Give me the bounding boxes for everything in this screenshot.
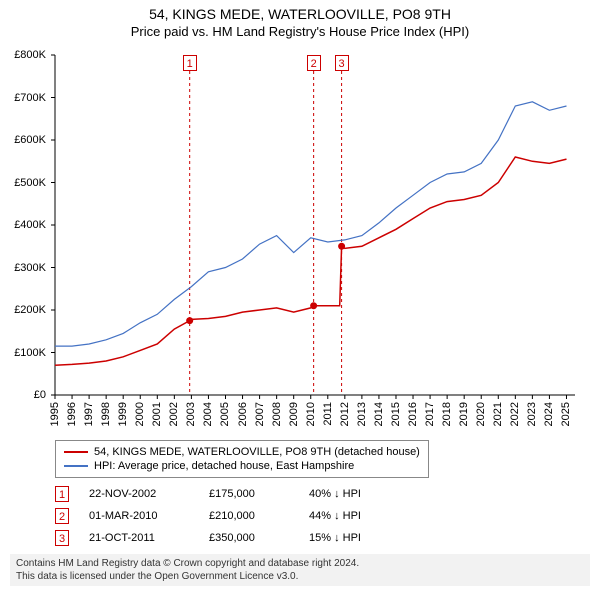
legend-label: HPI: Average price, detached house, East… (94, 460, 354, 472)
x-tick-label: 1995 (49, 402, 61, 426)
x-tick-label: 2022 (509, 402, 521, 426)
x-tick-label: 2019 (458, 402, 470, 426)
event-date: 01-MAR-2010 (89, 510, 189, 522)
event-date: 21-OCT-2011 (89, 532, 189, 544)
x-tick-label: 2023 (526, 402, 538, 426)
event-price: £175,000 (209, 488, 289, 500)
x-tick-label: 2009 (288, 402, 300, 426)
event-delta: 44% ↓ HPI (309, 510, 409, 522)
legend-row: HPI: Average price, detached house, East… (64, 459, 420, 473)
event-marker-3: 3 (55, 530, 69, 546)
title-line-1: 54, KINGS MEDE, WATERLOOVILLE, PO8 9TH (0, 6, 600, 22)
x-tick-label: 1997 (83, 402, 95, 426)
x-tick-label: 2025 (560, 402, 572, 426)
x-tick-label: 2013 (356, 402, 368, 426)
legend-label: 54, KINGS MEDE, WATERLOOVILLE, PO8 9TH (… (94, 446, 420, 458)
chart-marker-2: 2 (307, 55, 321, 71)
x-tick-label: 2010 (305, 402, 317, 426)
footer-attribution: Contains HM Land Registry data © Crown c… (10, 554, 590, 586)
chart-title-block: 54, KINGS MEDE, WATERLOOVILLE, PO8 9TH P… (0, 0, 600, 39)
x-tick-label: 2017 (424, 402, 436, 426)
event-delta: 15% ↓ HPI (309, 532, 409, 544)
y-tick-label: £100K (14, 347, 46, 359)
event-row-1: 1 22-NOV-2002 £175,000 40% ↓ HPI (55, 486, 409, 502)
x-tick-label: 2005 (219, 402, 231, 426)
chart-marker-3: 3 (335, 55, 349, 71)
x-tick-label: 2014 (373, 402, 385, 426)
x-tick-label: 2002 (168, 402, 180, 426)
event-marker-1: 1 (55, 486, 69, 502)
x-tick-label: 2007 (254, 402, 266, 426)
event-price: £350,000 (209, 532, 289, 544)
footer-line-2: This data is licensed under the Open Gov… (16, 570, 584, 583)
x-tick-label: 2006 (237, 402, 249, 426)
x-tick-label: 2021 (492, 402, 504, 426)
y-tick-label: £700K (14, 92, 46, 104)
footer-line-1: Contains HM Land Registry data © Crown c… (16, 557, 584, 570)
x-tick-label: 2008 (271, 402, 283, 426)
legend-swatch (64, 451, 88, 453)
x-tick-label: 2000 (134, 402, 146, 426)
x-tick-label: 1998 (100, 402, 112, 426)
x-tick-label: 2003 (185, 402, 197, 426)
event-price: £210,000 (209, 510, 289, 522)
x-tick-label: 2001 (151, 402, 163, 426)
event-row-3: 3 21-OCT-2011 £350,000 15% ↓ HPI (55, 530, 409, 546)
x-tick-label: 1999 (117, 402, 129, 426)
y-tick-label: £0 (34, 389, 46, 401)
chart-marker-1: 1 (183, 55, 197, 71)
title-line-2: Price paid vs. HM Land Registry's House … (0, 24, 600, 39)
x-tick-label: 2016 (407, 402, 419, 426)
event-delta: 40% ↓ HPI (309, 488, 409, 500)
x-tick-label: 2011 (322, 402, 334, 426)
y-tick-label: £500K (14, 177, 46, 189)
x-tick-label: 1996 (66, 402, 78, 426)
x-tick-label: 2015 (390, 402, 402, 426)
chart-svg (55, 55, 575, 395)
legend-swatch (64, 465, 88, 467)
events-table: 1 22-NOV-2002 £175,000 40% ↓ HPI 2 01-MAR-201… (55, 486, 409, 552)
x-tick-label: 2018 (441, 402, 453, 426)
event-marker-2: 2 (55, 508, 69, 524)
y-tick-label: £600K (14, 134, 46, 146)
x-tick-label: 2004 (202, 402, 214, 426)
y-axis-labels: £0£100K£200K£300K£400K£500K£600K£700K£80… (0, 55, 50, 395)
chart-area: 1 23 (55, 55, 575, 395)
legend: 54, KINGS MEDE, WATERLOOVILLE, PO8 9TH (… (55, 440, 429, 478)
event-date: 22-NOV-2002 (89, 488, 189, 500)
legend-row: 54, KINGS MEDE, WATERLOOVILLE, PO8 9TH (… (64, 445, 420, 459)
x-tick-label: 2020 (475, 402, 487, 426)
event-row-2: 2 01-MAR-2010 £210,000 44% ↓ HPI (55, 508, 409, 524)
y-tick-label: £200K (14, 304, 46, 316)
y-tick-label: £300K (14, 262, 46, 274)
x-tick-label: 2024 (543, 402, 555, 426)
y-tick-label: £800K (14, 49, 46, 61)
y-tick-label: £400K (14, 219, 46, 231)
x-tick-label: 2012 (339, 402, 351, 426)
